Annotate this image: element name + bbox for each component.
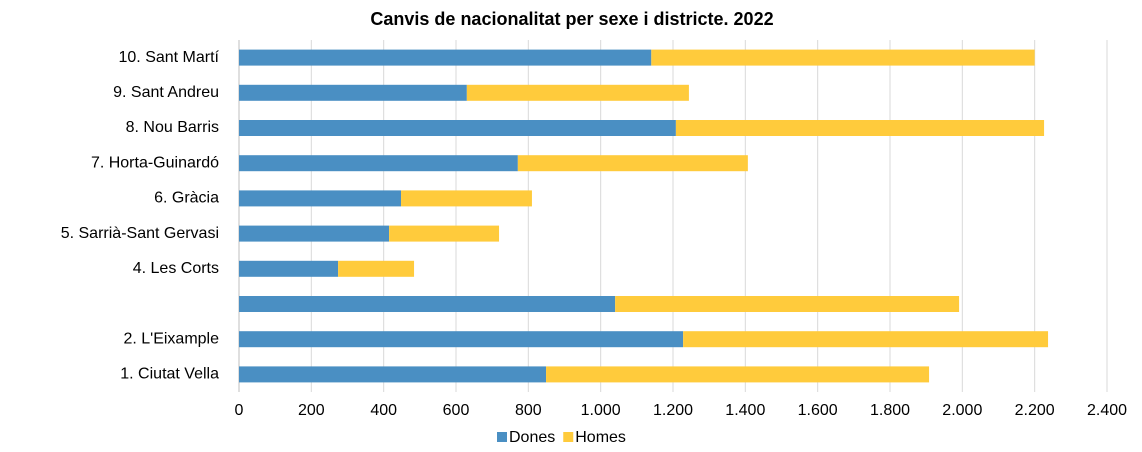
legend-label: Dones [509, 429, 555, 446]
bar-segment [517, 155, 748, 172]
x-tick-label: 1.400 [725, 402, 765, 419]
bar-segment [615, 296, 960, 312]
bar-segment [401, 190, 532, 207]
x-tick-label: 200 [298, 402, 325, 419]
x-tick-label: 0 [235, 402, 244, 419]
x-tick-label: 1.600 [798, 402, 838, 419]
x-tick-label: 2.200 [1015, 402, 1055, 419]
bar-segment [675, 120, 1045, 136]
legend-swatch [497, 432, 507, 442]
bar-segment [338, 260, 415, 277]
x-tick-label: 600 [443, 402, 470, 419]
bar-segment [239, 260, 339, 277]
bar-segment [239, 225, 390, 242]
bar-segment [389, 225, 500, 242]
y-tick-label: 4. Les Corts [133, 260, 219, 277]
bar-segment [239, 331, 684, 348]
chart-title: Canvis de nacionalitat per sexe i distri… [370, 9, 773, 29]
y-tick-label: 8. Nou Barris [126, 119, 219, 136]
x-tick-label: 2.400 [1087, 402, 1127, 419]
x-tick-label: 2.000 [942, 402, 982, 419]
bar-segment [239, 49, 652, 66]
x-tick-label: 1.200 [653, 402, 693, 419]
bar-segment [239, 296, 616, 312]
bar-segment [546, 366, 930, 383]
y-tick-label: 7. Horta-Guinardó [91, 154, 219, 171]
x-tick-label: 800 [515, 402, 542, 419]
bar-segment [683, 331, 1049, 348]
legend-swatch [563, 432, 574, 442]
bar-segment [239, 120, 676, 136]
y-tick-label: 2. L'Eixample [123, 330, 219, 347]
y-tick-label: 10. Sant Martí [119, 49, 220, 66]
bar-segment [239, 366, 547, 383]
bar-segment [239, 155, 518, 172]
bar-segment [239, 190, 402, 207]
x-tick-label: 1.800 [870, 402, 910, 419]
legend-label: Homes [575, 429, 626, 446]
y-tick-label: 6. Gràcia [154, 190, 219, 207]
bar-segment [239, 84, 467, 101]
bar-segment [651, 49, 1035, 66]
y-tick-label: 1. Ciutat Vella [120, 366, 219, 383]
bar-segment [466, 84, 689, 101]
x-tick-label: 1.000 [581, 402, 621, 419]
x-tick-label: 400 [370, 402, 397, 419]
y-tick-label: 5. Sarrià-Sant Gervasi [61, 225, 219, 242]
y-tick-label: 9. Sant Andreu [113, 84, 219, 101]
